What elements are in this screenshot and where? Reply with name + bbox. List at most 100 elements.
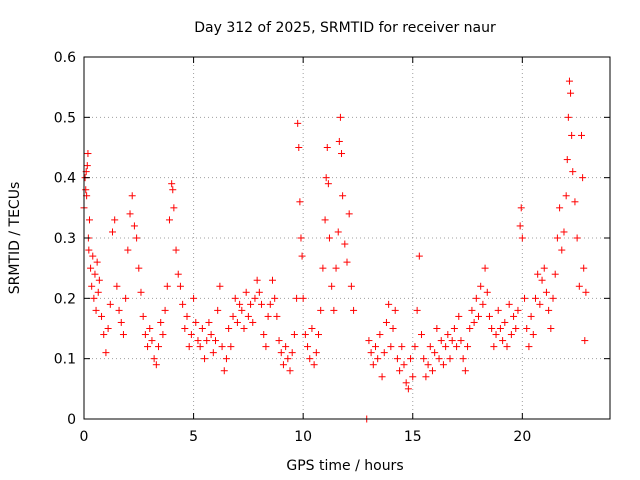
data-point (304, 343, 312, 351)
data-point (288, 349, 296, 357)
data-point (169, 186, 177, 194)
data-point (240, 325, 248, 332)
data-point (172, 246, 180, 254)
data-point (525, 343, 533, 351)
data-point (376, 331, 384, 339)
data-point (444, 331, 452, 339)
data-point (518, 234, 526, 242)
data-point (176, 282, 184, 290)
data-point (350, 306, 358, 314)
data-point (296, 198, 304, 206)
data-point (91, 270, 99, 278)
data-point (181, 325, 189, 332)
data-point (529, 331, 537, 339)
data-point (345, 210, 353, 218)
data-point (332, 264, 340, 272)
data-point (485, 312, 493, 320)
data-point (277, 349, 285, 357)
data-point (542, 288, 550, 296)
data-point (273, 312, 281, 320)
chart-title: Day 312 of 2025, SRMTID for receiver nau… (194, 20, 496, 36)
data-point (496, 325, 504, 332)
data-point (297, 234, 305, 242)
data-point (365, 337, 373, 345)
x-axis-title: GPS time / hours (286, 458, 403, 474)
data-point (501, 318, 509, 326)
data-point (117, 318, 125, 326)
data-point (431, 349, 439, 357)
data-point (413, 306, 421, 314)
data-point (88, 282, 96, 290)
data-point (507, 331, 515, 339)
data-point (82, 186, 90, 194)
x-tick-label: 5 (189, 429, 198, 445)
data-point (174, 270, 182, 278)
data-point (111, 216, 119, 224)
data-point (152, 361, 160, 369)
data-point (325, 234, 333, 242)
data-point (558, 246, 566, 254)
data-point (402, 379, 410, 387)
data-point (510, 312, 518, 320)
data-point (157, 318, 165, 326)
data-point (207, 331, 215, 339)
data-point (448, 337, 456, 345)
data-point (466, 325, 474, 332)
data-point (371, 343, 379, 351)
data-point (251, 294, 259, 302)
data-point (573, 234, 581, 242)
data-point (102, 349, 110, 357)
plot-frame (83, 56, 611, 420)
grid (84, 57, 610, 419)
data-point (321, 216, 329, 224)
data-point (146, 325, 154, 332)
data-point (374, 355, 382, 363)
data-point (343, 258, 351, 266)
data-point (450, 325, 458, 332)
data-point (212, 337, 219, 345)
data-point (551, 270, 559, 278)
y-axis-ticks: 0 0.1 0.2 0.3 0.4 0.5 0.6 (54, 50, 610, 428)
y-tick-label: 0.1 (54, 352, 76, 368)
data-point (85, 246, 93, 254)
data-point (378, 373, 386, 381)
y-tick-label: 0.5 (54, 110, 76, 126)
data-point (534, 270, 542, 278)
data-point (540, 264, 548, 272)
data-point (336, 113, 344, 121)
data-point (459, 355, 467, 363)
data-point (179, 300, 187, 308)
data-point (367, 349, 375, 357)
data-point (165, 216, 173, 224)
data-point (330, 306, 338, 314)
y-tick-label: 0.3 (54, 231, 76, 247)
data-point (161, 306, 169, 314)
data-point (563, 156, 571, 164)
data-point (170, 204, 178, 212)
data-point (290, 331, 298, 339)
data-point (209, 349, 217, 357)
data-point (225, 325, 233, 332)
data-point (547, 325, 555, 332)
data-point (523, 325, 531, 332)
data-point (433, 325, 441, 332)
data-point (315, 331, 323, 339)
data-point (545, 306, 553, 314)
data-point (87, 264, 95, 272)
data-point (582, 288, 590, 296)
data-point (236, 300, 244, 308)
data-point (328, 282, 336, 290)
data-point (562, 192, 570, 200)
data-point (135, 264, 143, 272)
data-point (159, 331, 167, 339)
data-point (517, 204, 525, 212)
data-point (293, 294, 301, 302)
data-point (312, 349, 320, 357)
data-point (185, 343, 193, 351)
data-point (124, 246, 132, 254)
data-point (144, 343, 152, 351)
data-point (308, 325, 316, 332)
data-point (565, 77, 573, 85)
data-point (335, 137, 343, 145)
data-point (481, 264, 489, 272)
